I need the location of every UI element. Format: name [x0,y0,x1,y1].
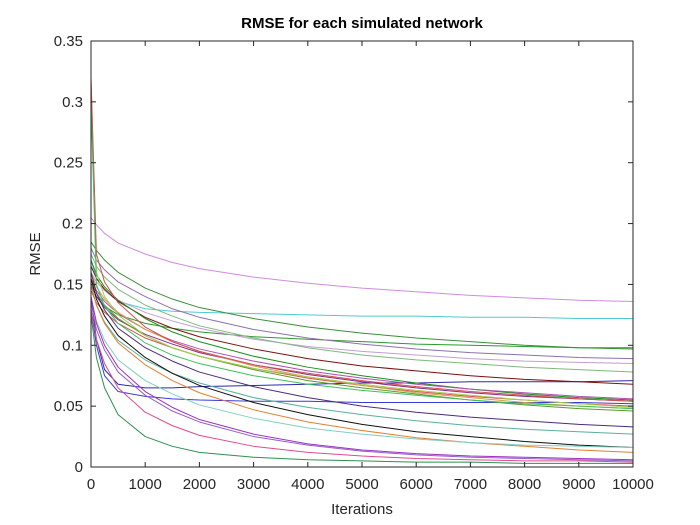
series-line-3 [90,241,634,350]
series-line-18 [90,284,634,435]
x-tick-label: 8000 [508,476,541,493]
x-tick-label: 6000 [400,476,433,493]
series-line-10 [90,265,634,385]
y-tick-label: 0.2 [62,216,83,233]
x-tick-label: 1000 [129,476,162,493]
x-tick-label: 9000 [562,476,595,493]
x-tick-label: 2000 [183,476,216,493]
y-tick-label: 0.15 [54,276,83,293]
y-tick-label: 0.35 [54,33,83,50]
series-line-12 [90,278,634,400]
x-tick-label: 4000 [291,476,324,493]
series-line-16 [90,278,634,412]
series-line-28 [90,101,634,410]
x-tick-label: 5000 [345,476,378,493]
y-tick-label: 0 [75,459,83,476]
series-line-1 [90,217,634,302]
series-line-17 [90,272,634,428]
series-line-23 [90,302,634,462]
series-line-22 [90,296,634,461]
plot-area [91,41,633,467]
x-axis-ticks: 0 1000 2000 3000 4000 5000 6000 7000 8000 9000 100… [87,41,654,493]
series-line-8 [90,296,634,389]
x-tick-label: 7000 [454,476,487,493]
series-line-7 [90,253,634,373]
y-tick-label: 0.3 [62,94,83,111]
series-line-19 [90,278,634,449]
y-tick-label: 0.05 [54,398,83,415]
chart-title: RMSE for each simulated network [241,15,483,32]
x-tick-label: 3000 [237,476,270,493]
y-tick-label: 0.25 [54,155,83,172]
x-tick-label: 10000 [612,476,654,493]
y-axis-ticks: 0 0.05 0.1 0.15 0.2 0.25 0.3 0.35 [54,33,633,476]
series-layer [90,77,634,464]
x-axis-label: Iterations [331,501,393,518]
x-tick-label: 0 [87,476,95,493]
series-line-24 [90,308,634,463]
series-line-27 [90,77,634,402]
series-line-5 [90,247,634,360]
series-line-21 [90,296,634,449]
series-line-20 [90,284,634,453]
y-axis-label: RMSE [27,232,44,275]
series-line-11 [90,259,634,401]
series-line-26 [90,77,634,408]
series-line-25 [90,314,633,464]
y-tick-label: 0.1 [62,337,83,354]
